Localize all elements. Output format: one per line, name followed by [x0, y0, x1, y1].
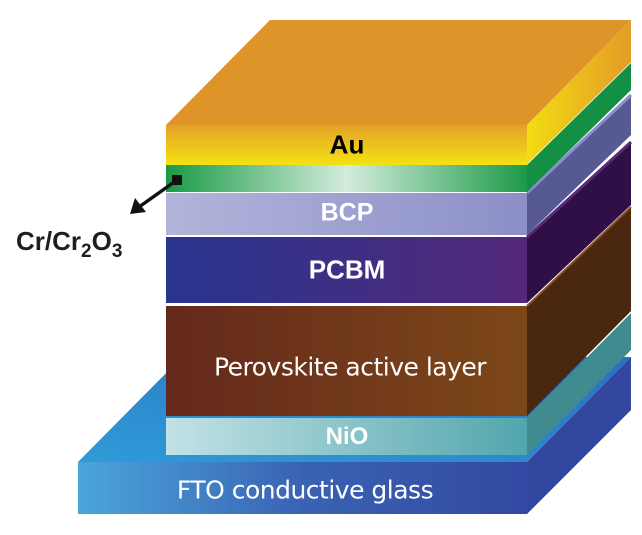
- label-au: Au: [329, 129, 365, 160]
- layer-perovskite: [166, 206, 632, 416]
- label-perovskite: Perovskite active layer: [213, 352, 487, 382]
- layer-au: [166, 20, 631, 165]
- layer-nio: [166, 313, 631, 455]
- callout-arrow: [130, 175, 182, 214]
- label-fto: FTO conductive glass: [176, 475, 434, 505]
- layer-pcbm: [166, 140, 633, 303]
- label-bcp: BCP: [320, 198, 374, 227]
- layer-bcp: [166, 93, 633, 235]
- label-pcbm: PCBM: [308, 254, 386, 285]
- layer-cr: [166, 63, 631, 192]
- callout-label-cr-cr2o3: Cr/Cr2O3: [16, 226, 123, 262]
- label-nio: NiO: [325, 423, 369, 450]
